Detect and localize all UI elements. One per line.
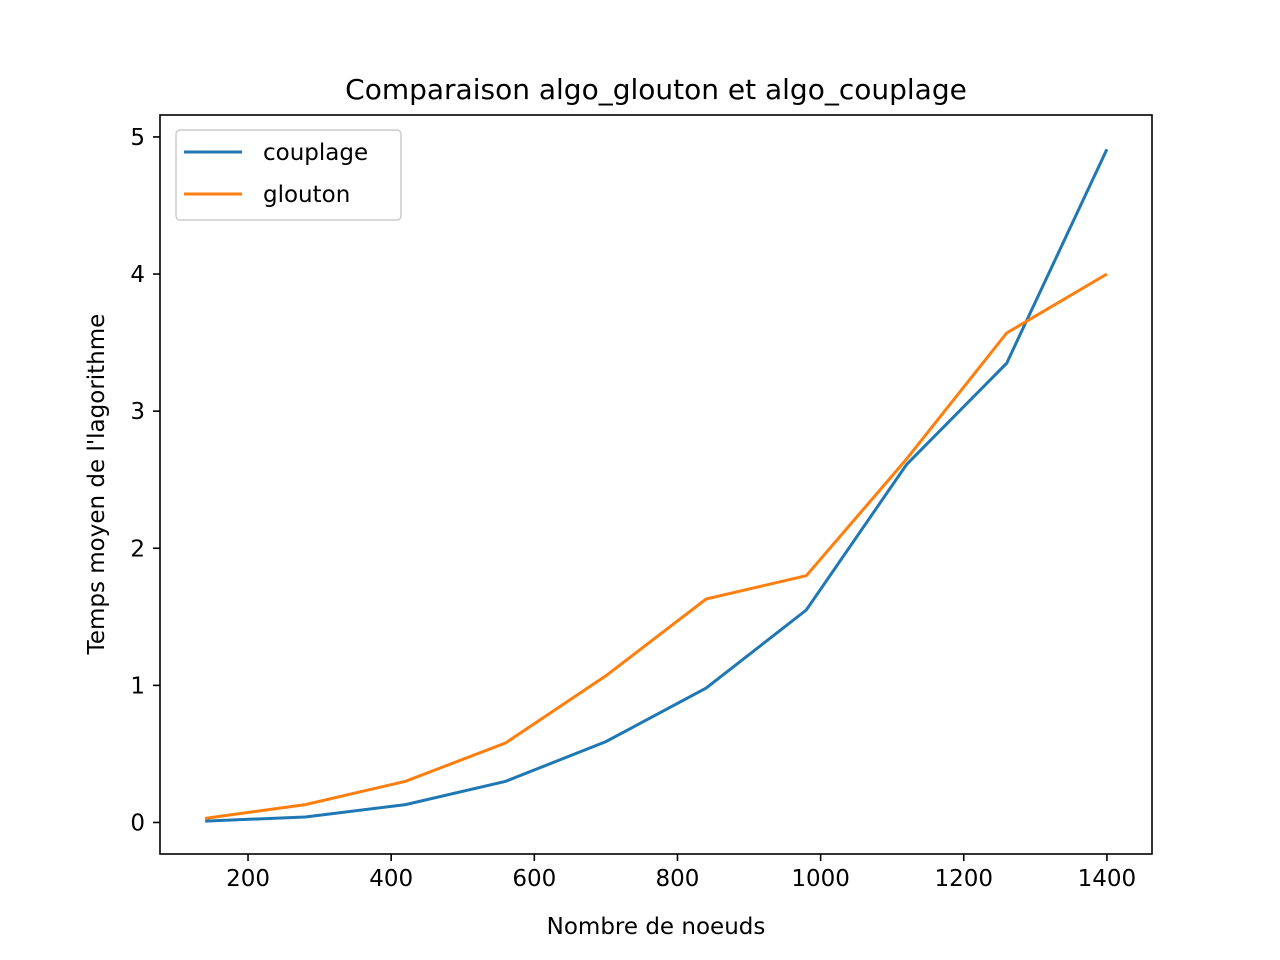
series-line-couplage xyxy=(205,148,1109,823)
legend-label-couplage: couplage xyxy=(263,140,368,166)
x-tick-label-400: 400 xyxy=(369,866,413,892)
y-tick-label-5: 5 xyxy=(130,125,145,151)
x-tick-label-1200: 1200 xyxy=(934,866,993,892)
x-tick-label-800: 800 xyxy=(656,866,700,892)
x-tick-label-200: 200 xyxy=(226,866,270,892)
y-axis-label: Temps moyen de l'lagorithme xyxy=(84,314,110,656)
plot-area: 200 400 600 800 1000 1200 1400 0 1 2 3 4 5 couplage gl… xyxy=(130,114,1153,892)
axes-frame xyxy=(159,114,1153,855)
chart-title: Comparaison algo_glouton et algo_couplag… xyxy=(345,73,967,106)
x-tick-label-1000: 1000 xyxy=(791,866,850,892)
x-tick-label-600: 600 xyxy=(512,866,556,892)
y-tick-label-1: 1 xyxy=(130,673,145,699)
series-line-glouton xyxy=(204,272,1108,820)
y-tick-label-3: 3 xyxy=(130,399,145,425)
x-axis-label: Nombre de noeuds xyxy=(547,914,766,940)
legend-label-glouton: glouton xyxy=(263,182,350,208)
y-tick-label-2: 2 xyxy=(130,536,145,562)
x-tick-label-1400: 1400 xyxy=(1078,866,1137,892)
y-tick-label-0: 0 xyxy=(130,810,145,836)
y-tick-label-4: 4 xyxy=(130,262,145,288)
